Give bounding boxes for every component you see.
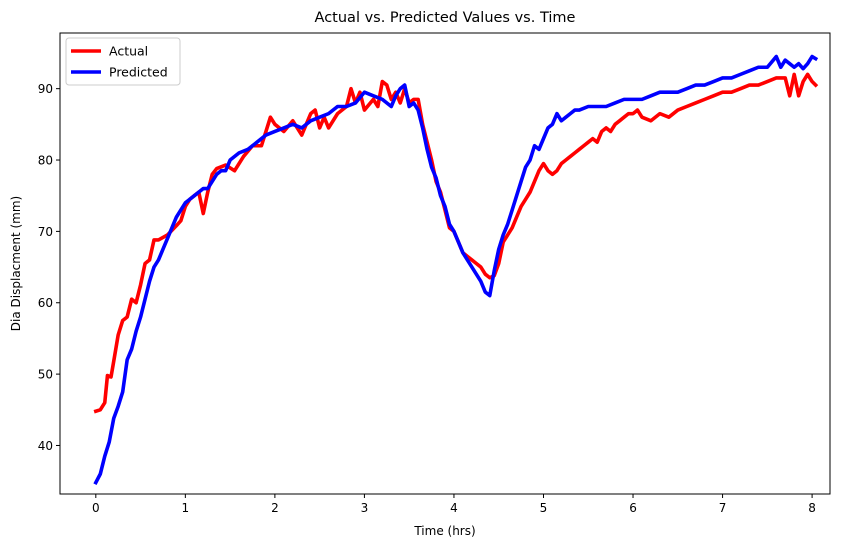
series-layer <box>93 54 819 486</box>
x-tick-label: 1 <box>182 501 190 515</box>
x-tick-label: 0 <box>92 501 100 515</box>
y-tick-label: 90 <box>38 82 53 96</box>
y-tick-label: 50 <box>38 368 53 382</box>
chart-title: Actual vs. Predicted Values vs. Time <box>315 10 576 26</box>
x-axis-title: Time (hrs) <box>413 524 475 538</box>
x-axis: 0 1 2 3 4 5 6 7 8 <box>92 494 816 515</box>
x-tick-label: 4 <box>450 501 458 515</box>
x-tick-label: 8 <box>808 501 816 515</box>
legend-label-actual: Actual <box>109 44 148 59</box>
y-axis-title: Dia Displacment (mm) <box>9 196 23 331</box>
x-tick-label: 3 <box>361 501 369 515</box>
x-tick-label: 5 <box>540 501 548 515</box>
x-tick-label: 6 <box>629 501 637 515</box>
x-tick-label: 2 <box>271 501 279 515</box>
y-tick-label: 70 <box>38 225 53 239</box>
y-axis: 40 50 60 70 80 90 <box>38 82 60 453</box>
legend: Actual Predicted <box>65 37 181 86</box>
y-tick-label: 60 <box>38 296 53 310</box>
x-tick-label: 7 <box>719 501 727 515</box>
series-line-predicted <box>93 54 819 486</box>
y-tick-label: 40 <box>38 439 53 453</box>
legend-label-predicted: Predicted <box>109 65 168 80</box>
plot-frame <box>59 32 831 495</box>
y-tick-label: 80 <box>38 154 53 168</box>
